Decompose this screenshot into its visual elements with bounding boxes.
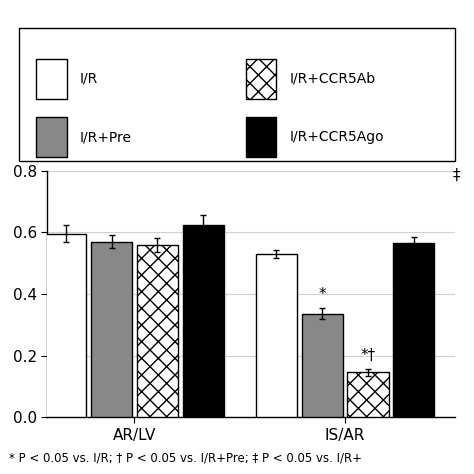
Text: *†: *†	[360, 348, 375, 363]
Bar	[91, 242, 132, 417]
Text: *: *	[319, 287, 326, 302]
FancyBboxPatch shape	[36, 59, 67, 99]
Bar	[45, 234, 86, 417]
Bar	[301, 314, 343, 417]
Bar	[182, 225, 224, 417]
Bar	[393, 243, 435, 417]
Text: I/R: I/R	[80, 72, 98, 86]
FancyBboxPatch shape	[246, 59, 276, 99]
Bar	[347, 373, 389, 417]
Bar	[137, 245, 178, 417]
Bar	[256, 254, 297, 417]
Text: ‡: ‡	[452, 168, 460, 183]
Text: I/R+Pre: I/R+Pre	[80, 130, 132, 144]
Text: * P < 0.05 vs. I/R; † P < 0.05 vs. I/R+Pre; ‡ P < 0.05 vs. I/R+: * P < 0.05 vs. I/R; † P < 0.05 vs. I/R+P…	[9, 452, 363, 465]
FancyBboxPatch shape	[36, 118, 67, 157]
Text: I/R+CCR5Ab: I/R+CCR5Ab	[289, 72, 375, 86]
Text: I/R+CCR5Ago: I/R+CCR5Ago	[289, 130, 384, 144]
FancyBboxPatch shape	[246, 118, 276, 157]
